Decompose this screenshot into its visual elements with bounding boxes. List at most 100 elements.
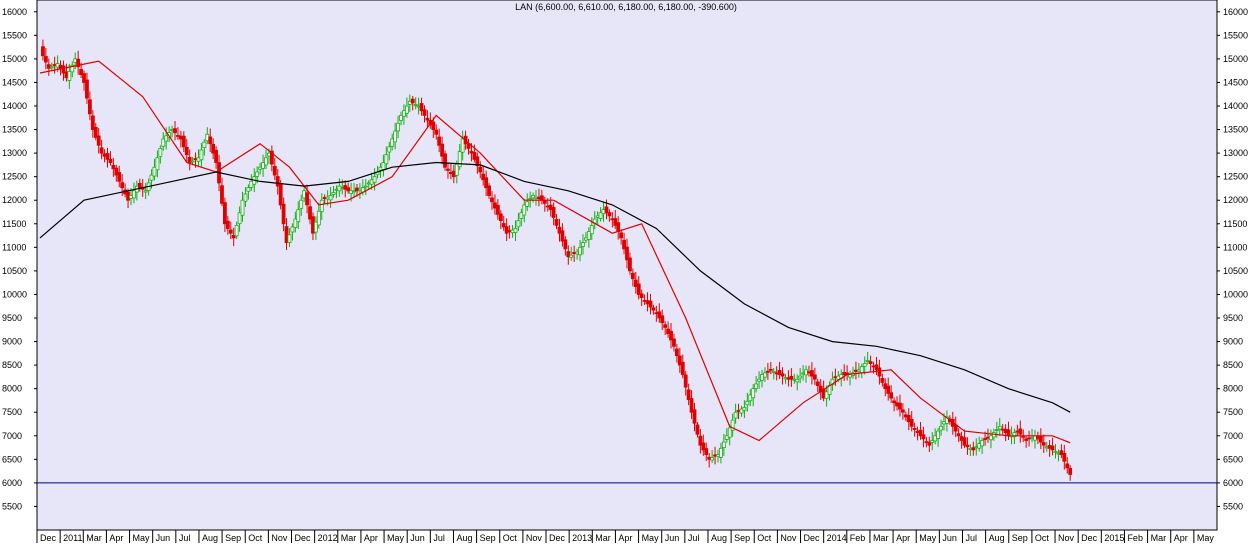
candle-body (765, 370, 770, 373)
candle-body (898, 402, 902, 410)
candle-body (657, 311, 662, 319)
candle-body (419, 103, 424, 112)
candle-body (625, 246, 629, 261)
x-tick-label: 2013 (572, 533, 592, 543)
y-tick-label-right: 7000 (1223, 431, 1243, 441)
candle-body (363, 185, 368, 188)
candle-body (874, 364, 879, 371)
y-tick-label-right: 9500 (1223, 313, 1243, 323)
candle-body (560, 230, 565, 242)
candle-body (223, 202, 227, 225)
x-tick-label: May (387, 533, 405, 543)
candle-body (501, 223, 506, 228)
x-tick-label: Jun (156, 533, 171, 543)
candle-body (390, 138, 395, 147)
candle-body (551, 206, 556, 218)
candle-body (225, 220, 230, 229)
candle-body (865, 359, 870, 362)
candle-body (701, 442, 706, 451)
candle-body (812, 374, 817, 380)
candle-body (1062, 452, 1067, 462)
candle-body (557, 226, 562, 234)
x-tick-label: May (642, 533, 660, 543)
candle-body (927, 442, 932, 446)
candle-body (669, 330, 673, 341)
candle-body (630, 272, 635, 280)
candle-body (789, 376, 794, 380)
moving-average-lines (39, 60, 1071, 444)
candle-body (598, 212, 603, 219)
candle-body (698, 435, 703, 446)
candle-body (305, 192, 309, 206)
candle-body (255, 171, 260, 177)
candle-body (989, 435, 993, 441)
candle-body (539, 195, 544, 201)
candle-body (962, 437, 967, 446)
x-tick-label: Dec (295, 533, 312, 543)
candle-body (211, 143, 216, 154)
y-tick-label-right: 7500 (1223, 407, 1243, 417)
y-axis-right: 5500 6000 6500 7000 7500 8000 8500 9000 9500 1000… (1217, 7, 1248, 511)
candle-body (281, 203, 286, 225)
candle-body (413, 104, 418, 106)
y-tick-label-right: 11500 (1223, 219, 1247, 229)
y-tick-label-right: 9000 (1223, 337, 1243, 347)
x-tick-label: Oct (1035, 533, 1050, 543)
y-tick-label-right: 10000 (1223, 289, 1248, 299)
y-tick-label-left: 9500 (2, 313, 22, 323)
candle-body (457, 151, 462, 168)
candle-body (93, 126, 98, 138)
candle-body (742, 407, 747, 411)
candle-body (384, 154, 389, 165)
x-tick-label: Feb (1127, 533, 1143, 543)
candle-body (117, 172, 122, 182)
candle-body (220, 185, 224, 204)
candle-body (202, 141, 207, 149)
candle-body (997, 425, 1002, 430)
y-tick-label-left: 6500 (2, 454, 22, 464)
candle-body (674, 348, 679, 357)
candle-body (880, 378, 885, 383)
candle-body (886, 385, 891, 394)
candle-body (589, 224, 594, 235)
candle-body (158, 147, 163, 157)
x-tick-label: Apr (618, 533, 632, 543)
x-tick-label: 2012 (318, 533, 338, 543)
candle-body (478, 166, 483, 173)
candle-body (613, 218, 618, 226)
candle-body (936, 430, 941, 439)
candle-body (528, 198, 533, 201)
y-tick-label-left: 15000 (2, 54, 27, 64)
candle-body (446, 168, 450, 171)
candle-body (137, 183, 142, 189)
x-tick-label: 2015 (1104, 533, 1124, 543)
y-axis-left: 5500 6000 6500 7000 7500 8000 8500 9000 9500 1000… (2, 7, 37, 511)
x-tick-label: Oct (503, 533, 518, 543)
candle-body (636, 283, 641, 295)
y-tick-label-left: 16000 (2, 7, 27, 17)
candle-body (164, 135, 169, 142)
candle-body (410, 98, 415, 104)
candle-body (733, 411, 738, 419)
candle-body (719, 447, 723, 458)
candle-body (237, 212, 242, 225)
x-tick-label: Mar (873, 533, 889, 543)
candle-body (82, 73, 86, 83)
candle-body (692, 409, 697, 424)
candle-body (208, 136, 213, 145)
candle-body (484, 177, 489, 189)
x-tick-label: 2014 (827, 533, 847, 543)
y-tick-label-left: 15500 (2, 30, 27, 40)
candle-body (328, 195, 333, 201)
candle-body (472, 151, 477, 160)
x-tick-label: May (133, 533, 151, 543)
candle-body (566, 251, 571, 258)
candle-body (906, 415, 911, 423)
y-tick-label-right: 10500 (1223, 266, 1248, 276)
x-tick-label: Apr (896, 533, 910, 543)
candle-body (61, 65, 66, 74)
candle-body (240, 199, 245, 216)
y-tick-label-left: 9000 (2, 337, 22, 347)
candle-body (868, 361, 873, 364)
